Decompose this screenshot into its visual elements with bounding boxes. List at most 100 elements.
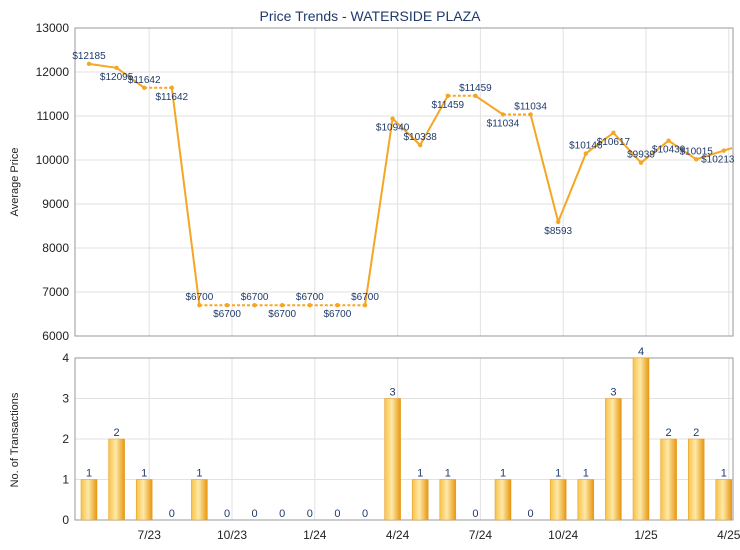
price-point [280, 303, 285, 308]
transaction-count-label: 0 [307, 508, 313, 520]
price-y-tick-label: 8000 [42, 241, 69, 255]
transaction-bar [660, 438, 677, 521]
price-y-tick-label: 10000 [36, 153, 70, 167]
transaction-count-label: 1 [721, 468, 727, 480]
price-y-tick-label: 12000 [36, 65, 70, 79]
price-data-label: $11034 [487, 119, 520, 130]
transaction-count-label: 1 [555, 468, 561, 480]
price-point [500, 112, 506, 117]
price-line-segment [116, 67, 145, 89]
price-line-segment [88, 62, 117, 69]
price-data-label: $11459 [459, 83, 492, 94]
transaction-bar [549, 479, 567, 521]
price-point [418, 142, 423, 148]
price-point [473, 93, 478, 99]
transaction-count-label: 4 [638, 346, 644, 358]
price-line-segment [391, 117, 421, 146]
price-line-segment [529, 114, 560, 223]
price-point [611, 130, 616, 136]
price-y-tick-label: 6000 [42, 329, 69, 343]
price-line-segment [695, 149, 725, 161]
price-data-label: $6700 [268, 309, 296, 320]
price-data-label: $6700 [323, 309, 351, 320]
transaction-count-label: 1 [196, 468, 202, 480]
transaction-count-label: 3 [390, 387, 396, 399]
price-line-segment [557, 153, 587, 223]
x-tick-label: 4/25 [717, 528, 740, 542]
price-data-label: $10617 [597, 137, 631, 148]
price-point [169, 85, 174, 90]
price-point [252, 303, 257, 308]
price-line-segment [585, 132, 615, 155]
transaction-bars [80, 357, 733, 521]
price-data-label: $11642 [128, 75, 161, 86]
transaction-count-label: 0 [252, 508, 258, 520]
price-point [197, 303, 202, 308]
transactions-plot-frame [74, 357, 734, 521]
x-tick-label: 7/23 [138, 528, 162, 542]
transactions-y-tick-label: 0 [62, 513, 69, 527]
transaction-count-label: 0 [528, 508, 534, 520]
price-line-segment [364, 118, 394, 306]
price-line-segment [419, 95, 449, 146]
transaction-count-label: 0 [169, 508, 175, 520]
price-data-label: $6700 [296, 292, 324, 303]
transaction-bar [494, 479, 512, 521]
price-data-label: $8593 [544, 226, 572, 237]
transactions-y-tick-label: 3 [62, 392, 69, 406]
price-point [694, 157, 699, 162]
transaction-bar [135, 479, 153, 521]
transaction-bar [439, 479, 457, 521]
transaction-bar [577, 479, 595, 521]
price-point [114, 65, 119, 71]
transaction-count-label: 0 [334, 508, 340, 520]
transaction-count-label: 0 [224, 508, 230, 520]
x-tick-label: 7/24 [469, 528, 493, 542]
price-plot-frame [74, 27, 734, 337]
transactions-y-tick-label: 2 [62, 432, 69, 446]
transaction-count-label: 0 [362, 508, 368, 520]
price-point [390, 116, 395, 121]
price-line [88, 62, 733, 307]
transaction-count-label: 0 [472, 508, 478, 520]
transaction-bar [411, 479, 429, 521]
price-line-segment [668, 139, 697, 161]
price-y-tick-label: 13000 [36, 21, 70, 35]
price-y-tick-label: 7000 [42, 285, 69, 299]
transaction-count-label: 1 [500, 468, 506, 480]
price-data-labels: $12185$12095$11642$11642$6700$6700$6700$… [72, 51, 735, 320]
transaction-count-label: 0 [279, 508, 285, 520]
transaction-count-label: 2 [693, 427, 699, 439]
transaction-count-label: 1 [445, 468, 451, 480]
x-tick-label: 10/24 [548, 528, 578, 542]
price-point [224, 303, 230, 308]
price-y-tick-label: 9000 [42, 197, 69, 211]
price-point [556, 219, 561, 225]
price-y-ticks: 6000 7000 8000 9000 10000 11000 12000 13000 [36, 21, 70, 343]
transaction-bar [80, 479, 98, 521]
price-point [445, 93, 450, 99]
price-line-segment [612, 132, 642, 164]
transaction-bar [108, 438, 125, 521]
transactions-y-ticks: 0 1 2 3 4 [62, 351, 69, 527]
price-data-label: $11034 [514, 102, 547, 113]
price-data-label: $9939 [627, 150, 655, 161]
price-data-label: $6700 [351, 292, 379, 303]
transaction-bar [191, 479, 208, 521]
price-grid [75, 27, 733, 337]
transaction-bar [715, 479, 733, 521]
price-line-segment [170, 87, 201, 306]
transaction-count-label: 1 [86, 468, 92, 480]
price-data-label: $10338 [404, 132, 438, 143]
price-data-label: $6700 [213, 309, 241, 320]
price-data-label: $12185 [72, 51, 106, 62]
x-tick-label: 4/24 [386, 528, 410, 542]
price-data-label: $10213 [701, 155, 735, 166]
transaction-count-label: 1 [417, 468, 423, 480]
x-axis-ticks: 7/23 10/23 1/24 4/24 7/24 10/24 1/25 4/25 [138, 528, 740, 542]
transactions-y-tick-label: 1 [62, 473, 69, 487]
transaction-count-label: 2 [114, 427, 120, 439]
price-data-label: $11642 [155, 92, 188, 103]
transaction-count-label: 1 [583, 468, 589, 480]
